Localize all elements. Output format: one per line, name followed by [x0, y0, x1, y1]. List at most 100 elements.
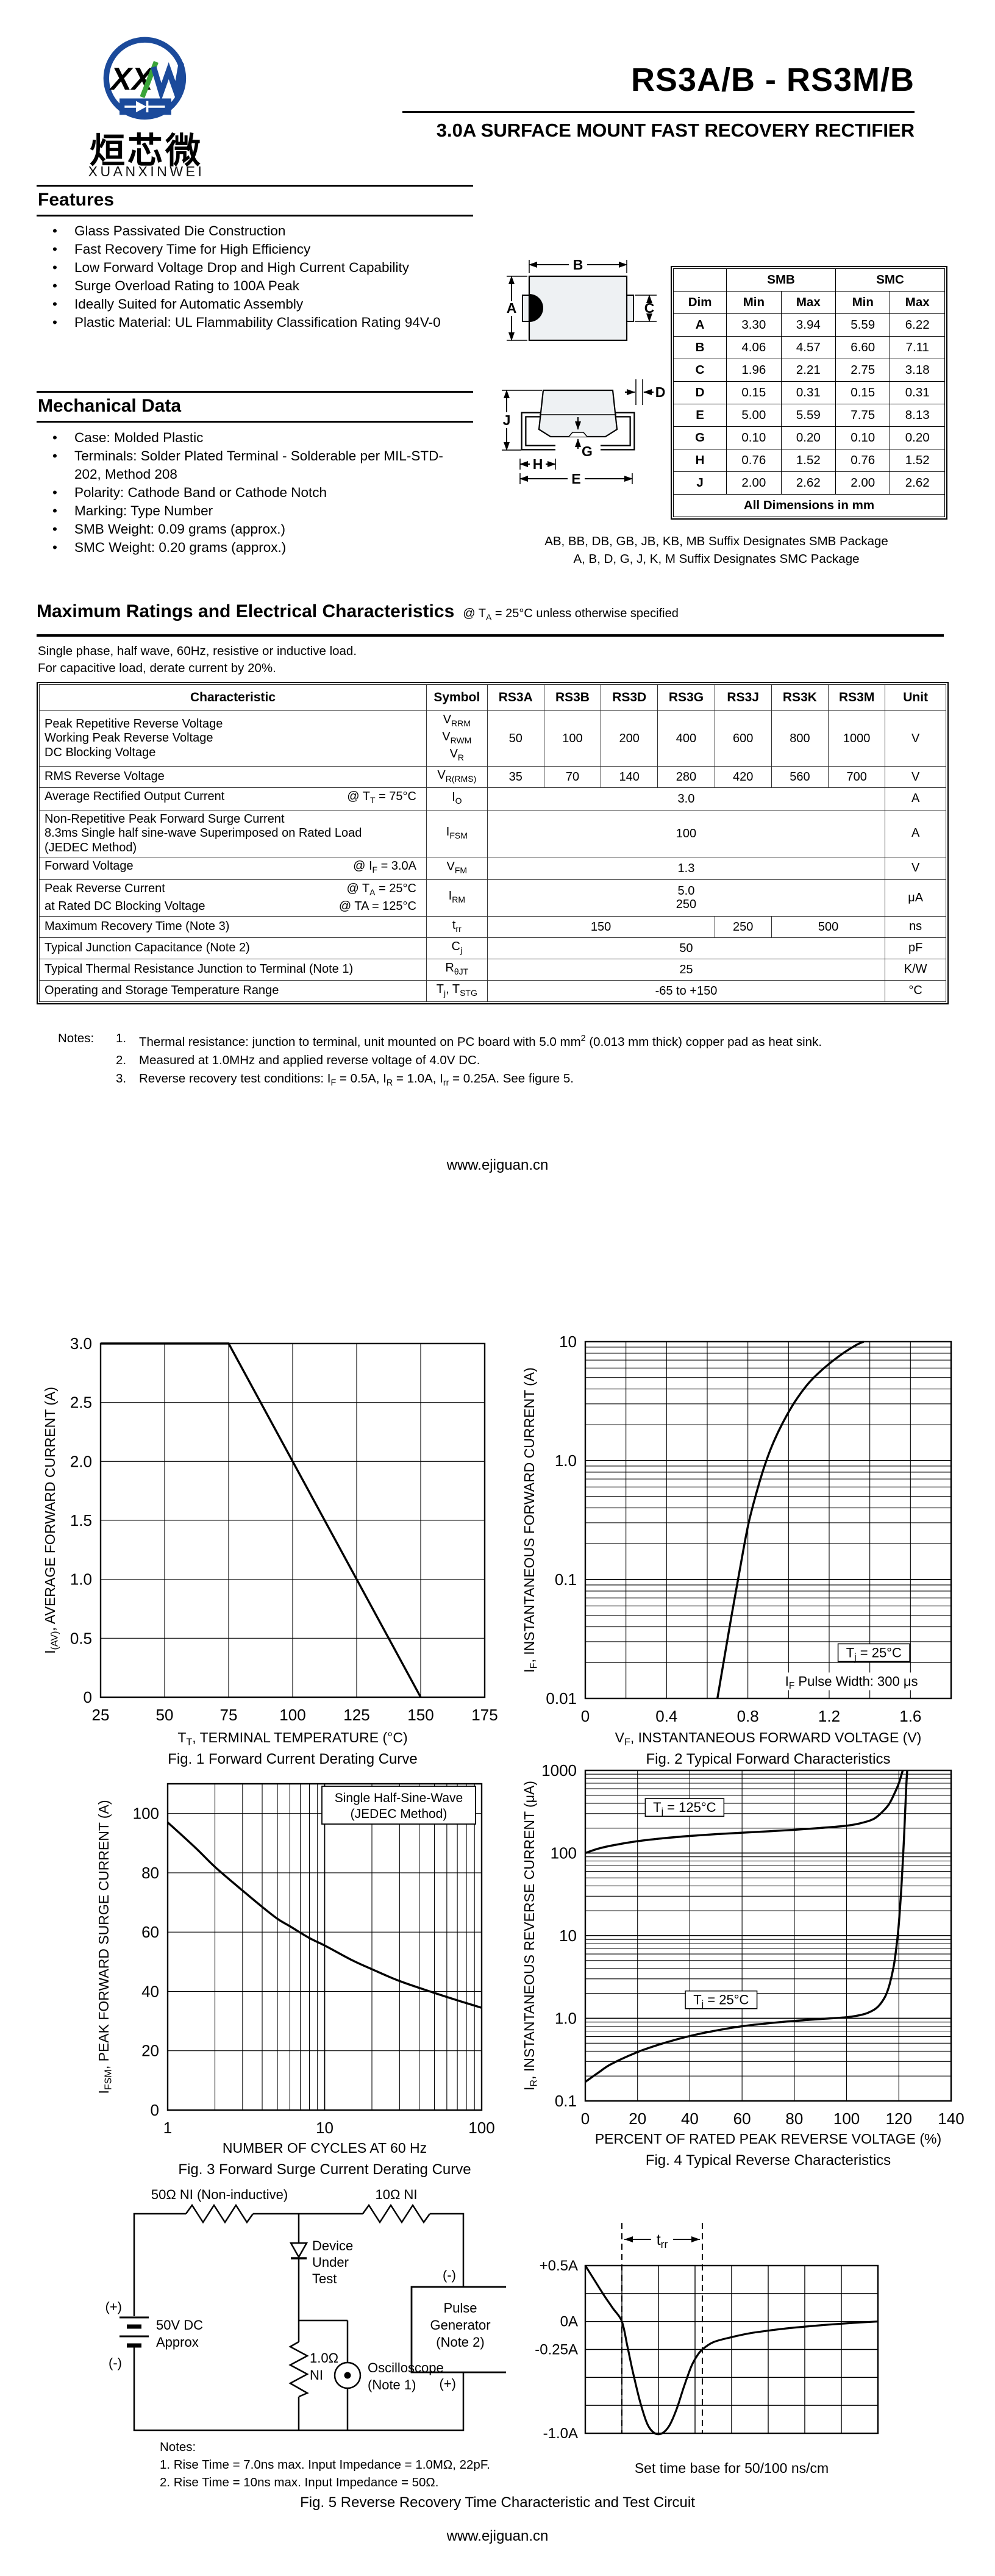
- pkg-body-side-view: [538, 389, 618, 438]
- pulse-minus-label: (-): [443, 2267, 456, 2283]
- unit-cell: K/W: [885, 958, 946, 981]
- list-item: Fast Recovery Time for High Efficiency: [37, 240, 463, 259]
- table-cell: 3.94: [780, 313, 836, 337]
- table-row: B 4.06 4.57 6.60 7.11: [672, 336, 945, 359]
- data-curve: [166, 1821, 482, 2009]
- pkg-right-tab: [626, 295, 634, 322]
- list-item: Case: Molded Plastic: [37, 429, 463, 447]
- y-tick-label: -0.25A: [535, 2342, 578, 2358]
- fig5-test-circuit: 50Ω NI (Non-inductive) 10Ω NI Device Und…: [105, 2187, 506, 2431]
- table-cell: All Dimensions in mm: [673, 494, 945, 517]
- y-tick-label: 0.1: [555, 1570, 577, 1589]
- note-item: 2. Measured at 1.0MHz and applied reverse…: [116, 1053, 480, 1067]
- feature-text: Glass Passivated Die Construction: [74, 223, 286, 238]
- oscilloscope-probe-dot-icon: [344, 2372, 351, 2379]
- value-cell: 200: [601, 710, 658, 767]
- x-tick-label: 0.4: [655, 1707, 677, 1725]
- table-cell: 7.11: [890, 336, 945, 359]
- table-cell: 7.75: [835, 404, 891, 427]
- table-cell: 0.31: [780, 381, 836, 404]
- x-tick-label: 125: [343, 1706, 369, 1724]
- oscilloscope-label: Oscilloscope: [368, 2360, 444, 2375]
- pulse-generator-label: Pulse: [443, 2300, 477, 2316]
- symbol-cell: IFSM: [426, 809, 488, 857]
- value-cell: 1.3: [487, 857, 886, 880]
- plot-border: [166, 1783, 483, 2111]
- symbol-cell: IRM: [426, 879, 488, 917]
- value-cell: 35: [487, 766, 544, 788]
- value-cell: 500: [771, 915, 886, 938]
- gridlines: [585, 1342, 951, 1698]
- part-number-title: RS3A/B - RS3M/B: [630, 62, 915, 98]
- symbol-cell: VRRM VRWM VR: [426, 710, 488, 767]
- annotation-label: IF Pulse Width: 300 μs: [785, 1673, 918, 1690]
- table-cell: 3.18: [890, 359, 945, 382]
- x-tick-label: 175: [471, 1706, 498, 1724]
- list-item: Marking: Type Number: [37, 502, 463, 520]
- y-tick-label: 80: [141, 1864, 159, 1882]
- gridlines: [585, 2266, 878, 2433]
- mech-text: Case: Molded Plastic: [74, 430, 204, 445]
- mech-text: Marking: Type Number: [74, 503, 213, 518]
- value-cell: 250: [714, 915, 772, 938]
- table-row: Peak Reverse Current @ TA = 25°C at Rated …: [39, 879, 946, 917]
- value-cell: 25: [487, 958, 886, 981]
- table-row: Maximum Recovery Time (Note 3) trr 150 250 5…: [39, 915, 946, 938]
- characteristic-cell: Non-Repetitive Peak Forward Surge Curren…: [39, 809, 427, 857]
- trr-label: trr: [657, 2231, 668, 2250]
- figure-caption: Fig. 2 Typical Forward Characteristics: [646, 1751, 890, 1767]
- y-tick-label: 10: [559, 1927, 577, 1945]
- pulse-plus-label: (+): [440, 2376, 457, 2391]
- y-tick-label: 1.0: [555, 1451, 577, 1470]
- dim-label-a: A: [507, 300, 517, 316]
- table-row: Typical Thermal Resistance Junction to T…: [39, 958, 946, 981]
- resistor-50ohm-label: 50Ω NI (Non-inductive): [151, 2187, 288, 2202]
- y-tick-label: -1.0A: [543, 2425, 578, 2442]
- y-tick-label: 0.5: [70, 1629, 92, 1647]
- value-cell: 50: [487, 710, 544, 767]
- list-item: Polarity: Cathode Band or Cathode Notch: [37, 484, 463, 502]
- brand-name-cn: 烜芯微: [89, 131, 203, 171]
- y-tick-label: 1000: [541, 1761, 577, 1780]
- circuit-note-2: 2. Rise Time = 10ns max. Input Impedance…: [160, 2475, 439, 2489]
- pkg-body-top-view: [528, 275, 628, 342]
- value-cell: 140: [601, 766, 658, 788]
- x-tick-label: 0: [581, 2109, 590, 2128]
- characteristic-cell: Peak Reverse Current @ TA = 25°C at Rated …: [39, 879, 427, 917]
- table-row: E 5.00 5.59 7.75 8.13: [672, 404, 945, 427]
- unit-cell: pF: [885, 937, 946, 959]
- y-tick-label: 10: [559, 1333, 577, 1351]
- dim-label-e: E: [571, 471, 580, 487]
- column-header: Characteristic: [39, 684, 427, 711]
- y-tick-label: 60: [141, 1923, 159, 1941]
- table-cell: 5.00: [726, 404, 782, 427]
- table-cell: 4.06: [726, 336, 782, 359]
- table-header-cell: Max: [890, 291, 945, 314]
- feature-text: Plastic Material: UL Flammability Classi…: [74, 315, 441, 330]
- circuit-notes-label: Notes:: [160, 2440, 196, 2454]
- y-tick-label: +0.5A: [540, 2258, 578, 2274]
- value-cell: 400: [657, 710, 715, 767]
- column-header: RS3J: [714, 684, 772, 711]
- characteristic-cell: Peak Repetitive Reverse Voltage Working P…: [39, 710, 427, 767]
- resistor-10ohm-icon: [362, 2203, 431, 2224]
- logo-circle-icon: [103, 37, 187, 120]
- symbol-cell: IO: [426, 787, 488, 810]
- table-cell: A: [672, 313, 727, 337]
- y-tick-label: 1.0: [70, 1570, 92, 1589]
- unit-cell: V: [885, 766, 946, 788]
- table-cell: 2.62: [890, 471, 945, 495]
- table-cell: 0.76: [726, 449, 782, 472]
- table-cell: 0.10: [726, 426, 782, 449]
- y-tick-label: 0: [151, 2101, 159, 2119]
- suffix-note-2: A, B, D, G, J, K, M Suffix Designates SM…: [573, 552, 860, 566]
- y-tick-label: 2.5: [70, 1394, 92, 1412]
- table-cell: 8.13: [890, 404, 945, 427]
- unit-cell: μA: [885, 879, 946, 917]
- legend-text: (JEDEC Method): [351, 1807, 448, 1821]
- load-note-2: For capacitive load, derate current by 2…: [38, 661, 276, 675]
- figure-caption: Fig. 3 Forward Surge Current Derating Cu…: [178, 2161, 471, 2178]
- symbol-cell: VR(RMS): [426, 766, 488, 788]
- load-note-1: Single phase, half wave, 60Hz, resistive…: [38, 644, 357, 658]
